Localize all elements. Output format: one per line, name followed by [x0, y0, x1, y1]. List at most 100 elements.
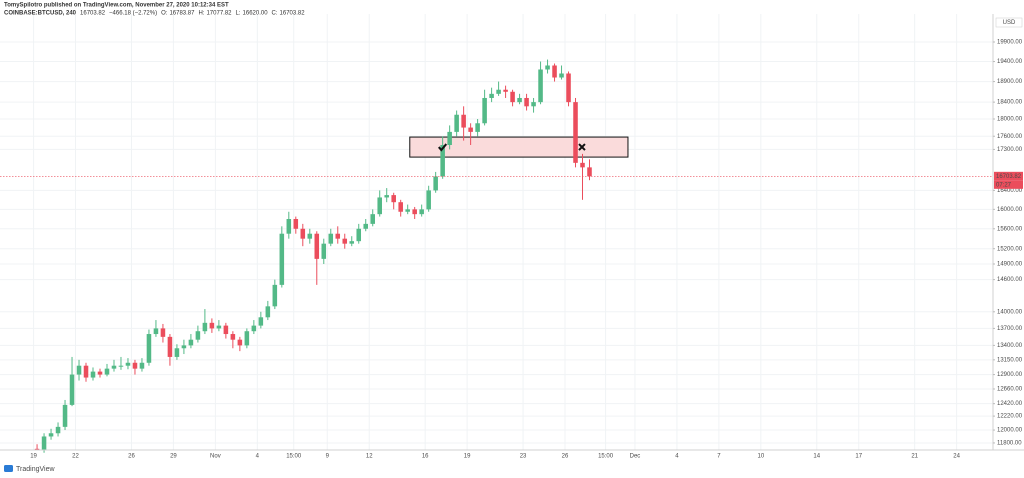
candle-body: [342, 238, 348, 244]
y-tick-label: 13400.00: [997, 343, 1023, 349]
candle-body: [566, 73, 571, 103]
candle-body: [503, 89, 508, 92]
candle-body: [55, 426, 61, 434]
quote-text: 16620.00: [243, 11, 269, 17]
y-tick-label: 19900.00: [997, 40, 1023, 46]
currency-box[interactable]: [995, 17, 1023, 28]
brand-logo[interactable]: TradingView: [4, 465, 55, 473]
candle-body: [265, 306, 271, 318]
x-tick-label: 15:00: [598, 454, 614, 460]
y-tick-label: 12420.00: [997, 401, 1023, 407]
candle-body: [244, 331, 250, 346]
x-tick-label: 17: [855, 454, 862, 460]
candle-body: [573, 102, 578, 163]
y-tick-label: 16400.00: [997, 188, 1023, 194]
candle-body: [118, 365, 124, 367]
candle-body: [321, 243, 327, 259]
candle-body: [412, 209, 417, 215]
candle-body: [230, 334, 236, 340]
candle-body: [195, 331, 201, 340]
y-tick-label: 13700.00: [997, 326, 1023, 332]
candle-body: [202, 322, 208, 332]
candle-body: [510, 91, 515, 103]
last-price-tag: [994, 171, 1023, 181]
x-tick-label: 12: [366, 454, 373, 460]
candle-body: [580, 162, 585, 168]
quote-text: 16783.87: [169, 11, 195, 17]
y-tick-label: 15600.00: [997, 226, 1023, 232]
candle-body: [426, 190, 431, 210]
x-tick-label: Nov: [210, 454, 221, 460]
candle-body: [475, 123, 480, 132]
candle-body: [517, 97, 522, 103]
last-price-label: 16703.82: [996, 174, 1022, 180]
candle-body: [496, 89, 501, 94]
candle-body: [293, 219, 299, 229]
candle-body: [188, 339, 194, 346]
candle-body: [97, 371, 103, 375]
y-tick-label: 18000.00: [997, 117, 1023, 123]
y-tick-label: 12220.00: [997, 414, 1023, 420]
candle-body: [440, 145, 445, 177]
candle-body: [314, 233, 320, 259]
x-tick-label: 29: [170, 454, 177, 460]
x-tick-label: 14: [813, 454, 820, 460]
candle-body: [132, 362, 138, 369]
candle-body: [377, 197, 382, 215]
candle-body: [251, 325, 257, 332]
candle-body: [398, 202, 403, 212]
candle-body: [419, 209, 424, 215]
logo-icon: [4, 465, 13, 472]
quote-text: C:: [272, 11, 278, 17]
candle-body: [454, 114, 459, 132]
brand: TradingView: [16, 466, 55, 473]
x-tick-label: 10: [757, 454, 764, 460]
candle-body: [370, 214, 375, 224]
y-tick-label: 17300.00: [997, 147, 1023, 153]
candle-body: [447, 131, 452, 146]
candle-body: [587, 167, 592, 177]
candle-body: [300, 228, 306, 239]
x-tick-label: Dec: [630, 454, 641, 460]
quote-text: COINBASE:BTCUSD, 240: [4, 11, 77, 17]
candle-body: [69, 374, 75, 405]
y-tick-label: 13150.00: [997, 357, 1023, 363]
candle-body: [139, 362, 145, 369]
y-tick-label: 12000.00: [997, 428, 1023, 434]
candle-body: [391, 195, 396, 203]
candle-body: [524, 97, 529, 107]
candle-body: [111, 365, 117, 369]
candle-body: [76, 365, 82, 375]
candle-body: [363, 223, 369, 229]
publisher: TomySpilotro published on TradingView.co…: [4, 3, 229, 9]
candle-body: [559, 73, 564, 78]
candle-body: [153, 328, 159, 335]
quote-text: L:: [236, 11, 241, 17]
x-tick-label: 19: [30, 454, 37, 460]
x-tick-label: 15:00: [286, 454, 302, 460]
x-tick-label: 24: [953, 454, 960, 460]
candle-body: [286, 219, 292, 234]
countdown-tag: [994, 180, 1023, 189]
candle-body: [160, 328, 166, 337]
y-tick-label: 15200.00: [997, 246, 1023, 252]
candle-body: [272, 284, 278, 307]
y-tick-label: 14000.00: [997, 309, 1023, 315]
y-tick-label: 17600.00: [997, 134, 1023, 140]
candle-body: [48, 433, 54, 437]
x-tick-label: 23: [520, 454, 527, 460]
candle-body: [167, 336, 173, 357]
x-tick-label: 16: [422, 454, 429, 460]
candle-body: [461, 114, 466, 128]
x-tick-label: 26: [562, 454, 569, 460]
x-tick-label: 4: [675, 454, 679, 460]
y-tick-label: 12900.00: [997, 372, 1023, 378]
countdown: 07:27: [996, 182, 1012, 188]
candle-body: [335, 233, 341, 239]
candle-body: [531, 102, 536, 107]
quote-text: 17077.82: [206, 11, 232, 17]
candle-body: [468, 127, 473, 132]
candle-body: [279, 233, 285, 285]
